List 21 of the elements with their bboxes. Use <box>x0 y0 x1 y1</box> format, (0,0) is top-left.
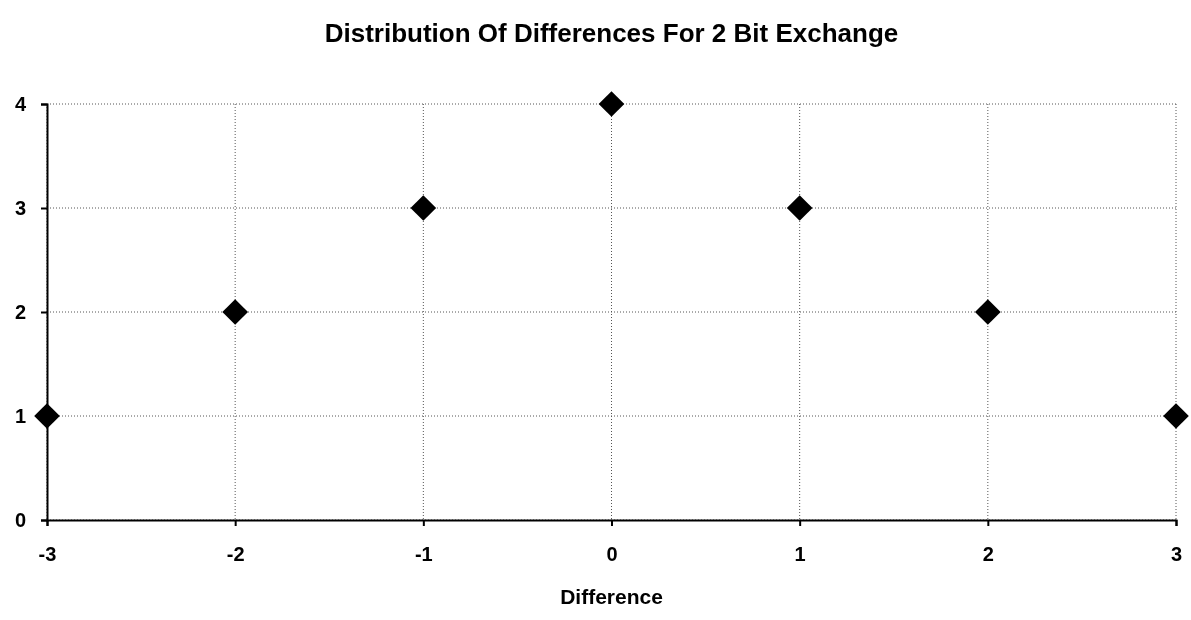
y-tick-label: 1 <box>14 404 26 427</box>
x-tick-label: -2 <box>226 543 245 565</box>
point <box>410 195 437 221</box>
x-tick-label: -3 <box>38 543 57 565</box>
chart-title: Distribution Of Differences For 2 Bit Exchange <box>324 18 899 48</box>
point <box>975 299 1001 325</box>
point <box>222 299 248 325</box>
x-tick-label: -1 <box>414 543 433 565</box>
point <box>786 195 813 221</box>
point <box>1163 403 1189 429</box>
x-tick-label: 3 <box>1170 543 1183 565</box>
x-tick-label: 2 <box>982 543 994 565</box>
point <box>598 91 625 117</box>
x-tick-label: 1 <box>794 543 806 565</box>
y-tick-label: 2 <box>14 300 26 323</box>
point <box>34 403 60 429</box>
y-tick-label: 4 <box>14 92 27 115</box>
x-tick-label: 0 <box>606 543 618 565</box>
y-tick-label: 0 <box>14 508 26 531</box>
y-tick-label: 3 <box>14 196 26 219</box>
x-axis-title: Difference <box>560 585 663 608</box>
